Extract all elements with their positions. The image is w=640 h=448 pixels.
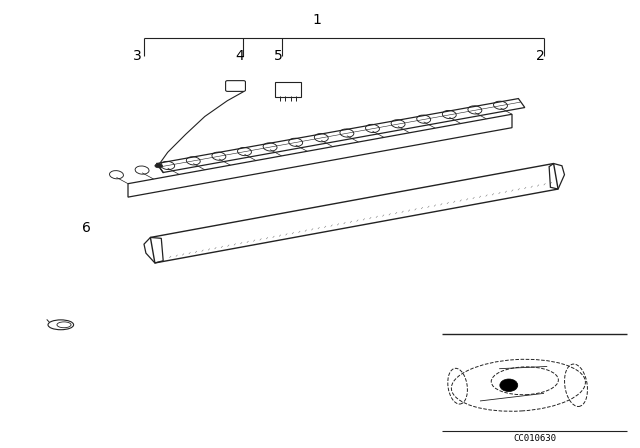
Text: 3: 3 — [133, 49, 142, 63]
Text: 4: 4 — [236, 49, 244, 63]
Text: 5: 5 — [274, 49, 283, 63]
Text: CC010630: CC010630 — [513, 434, 556, 443]
Ellipse shape — [500, 379, 518, 392]
Text: 2: 2 — [536, 49, 545, 63]
Text: 6: 6 — [82, 221, 91, 236]
Ellipse shape — [155, 164, 163, 168]
Text: 1: 1 — [312, 13, 321, 27]
